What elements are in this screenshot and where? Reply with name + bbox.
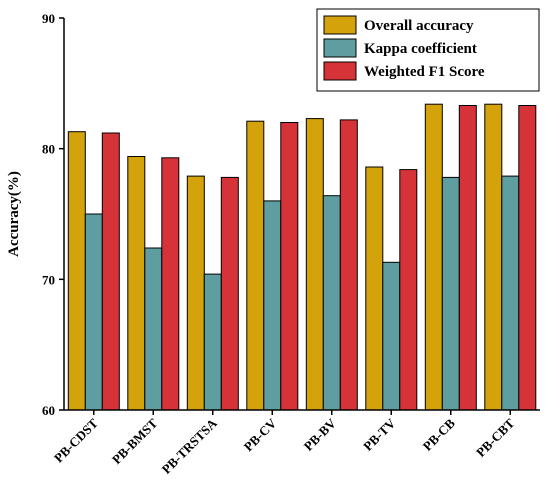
x-tick-label: PB-CB — [420, 415, 458, 453]
legend-swatch — [323, 61, 357, 81]
legend-swatch — [323, 38, 357, 58]
bars-layer — [67, 103, 537, 411]
bar-pb-bmst-series-3 — [161, 157, 180, 411]
bar-pb-cv-series-1 — [246, 120, 265, 411]
legend-swatch — [323, 15, 357, 35]
y-tick-label: 90 — [42, 11, 55, 26]
bar-pb-cdst-series-3 — [101, 132, 120, 411]
bar-pb-trstsa-series-2 — [203, 273, 222, 411]
bar-pb-cdst-series-2 — [84, 213, 103, 411]
legend-label: Overall accuracy — [364, 18, 474, 34]
bar-pb-cb-series-2 — [441, 176, 460, 411]
x-tick-label: PB-CV — [241, 415, 280, 454]
bar-pb-cdst-series-1 — [67, 131, 86, 411]
bar-pb-bmst-series-1 — [127, 156, 146, 411]
legend-label: Weighted F1 Score — [364, 64, 485, 80]
bar-pb-cv-series-2 — [263, 200, 282, 411]
y-ticks: 60 70 80 90 — [42, 11, 64, 418]
bar-pb-trstsa-series-3 — [220, 176, 239, 411]
bar-pb-bv-series-3 — [339, 119, 358, 411]
bar-pb-tv-series-2 — [382, 261, 401, 411]
x-tick-label: PB-TRSTSA — [159, 415, 221, 477]
bar-pb-trstsa-series-1 — [186, 175, 205, 411]
legend-label: Kappa coefficient — [364, 41, 477, 57]
bar-pb-bv-series-2 — [322, 195, 341, 411]
bar-pb-bmst-series-2 — [144, 247, 163, 411]
y-tick-label: 80 — [42, 142, 55, 157]
y-tick-label: 60 — [42, 403, 55, 418]
bar-pb-cv-series-3 — [280, 122, 299, 411]
x-tick-label: PB-CDST — [51, 415, 101, 465]
x-tick-label: PB-TV — [360, 415, 399, 454]
y-axis-label: Accuracy(%) — [6, 171, 22, 257]
bar-pb-tv-series-1 — [365, 166, 384, 411]
bar-pb-cbt-series-2 — [501, 175, 520, 411]
legend: Overall accuracy Kappa coefficient Weighte… — [316, 8, 540, 92]
y-tick-label: 70 — [42, 272, 55, 287]
bar-pb-bv-series-1 — [305, 118, 324, 411]
x-tick-label: PB-BMST — [109, 415, 161, 467]
bar-pb-cb-series-1 — [424, 103, 443, 411]
bar-pb-cb-series-3 — [458, 105, 477, 411]
x-tick-label: PB-CBT — [473, 415, 518, 460]
bar-pb-cbt-series-1 — [484, 103, 503, 411]
bar-pb-tv-series-3 — [399, 169, 418, 411]
bar-pb-cbt-series-3 — [518, 105, 537, 411]
x-tick-label: PB-BV — [301, 415, 340, 454]
